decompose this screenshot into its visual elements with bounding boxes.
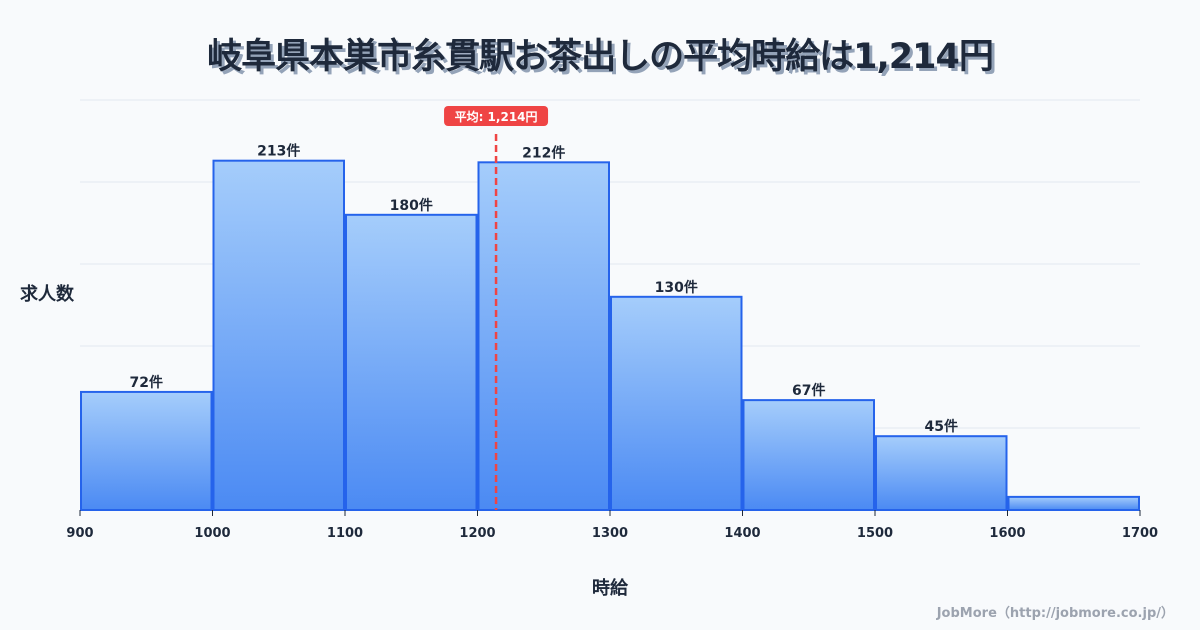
x-tick-label: 1400 — [724, 526, 760, 541]
average-badge-label: 平均: 1,214円 — [455, 109, 538, 124]
bar-value-label: 130件 — [655, 279, 698, 296]
bar-value-label: 45件 — [925, 418, 958, 435]
x-tick-label: 1000 — [194, 526, 230, 541]
histogram-bar — [80, 390, 213, 512]
histogram-bar — [345, 213, 478, 512]
bar-value-label: 72件 — [130, 374, 163, 391]
bar-value-label: 212件 — [522, 144, 565, 161]
bar-value-label: 180件 — [390, 197, 433, 214]
bars: 72件 213件 180件 212件 130件 67件 45件 — [80, 143, 1140, 512]
x-tick-label: 900 — [66, 526, 93, 541]
chart-title: 岐阜県本巣市糸貫駅お茶出しの平均時給は1,214円 — [207, 37, 994, 77]
x-tick-label: 1500 — [857, 526, 893, 541]
average-badge — [444, 106, 549, 126]
histogram-bar — [875, 435, 1008, 512]
credit-text: JobMore（http://jobmore.co.jp/） — [936, 606, 1174, 621]
x-tick-label: 1200 — [459, 526, 495, 541]
average-marker: 平均: 1,214円 — [444, 106, 549, 510]
x-tick-label: 1700 — [1122, 526, 1158, 541]
y-axis-label: 求人数 — [20, 284, 74, 305]
x-tick-label: 1100 — [327, 526, 363, 541]
bar-value-label: 67件 — [792, 382, 825, 399]
histogram-bar — [610, 295, 743, 511]
histogram-bar — [477, 161, 610, 511]
x-tick-label: 1300 — [592, 526, 628, 541]
histogram-bar — [212, 159, 345, 511]
x-tick-label: 1600 — [989, 526, 1025, 541]
bar-value-label: 213件 — [257, 143, 300, 160]
x-axis-label: 時給 — [592, 578, 628, 599]
x-axis: 900 1000 1100 1200 1300 1400 1500 1600 1700 — [66, 510, 1158, 541]
histogram-bar — [1007, 495, 1140, 512]
histogram-bar — [742, 399, 875, 511]
